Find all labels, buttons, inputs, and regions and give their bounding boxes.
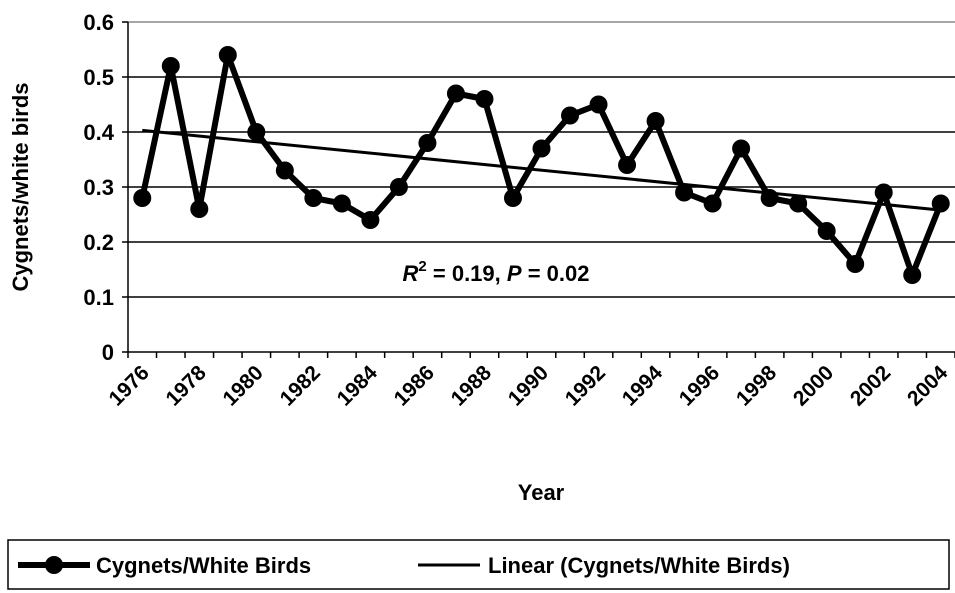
annotation-part: R xyxy=(403,261,419,286)
x-tick-label: 1978 xyxy=(162,361,212,411)
data-point xyxy=(532,139,551,158)
y-tick-label: 0.2 xyxy=(83,230,114,255)
annotation: R2 = 0.19, P = 0.02 xyxy=(403,258,590,286)
annotation-part: P xyxy=(507,261,522,286)
x-tick-label: 2000 xyxy=(789,361,838,410)
data-point xyxy=(789,194,808,213)
legend-swatch xyxy=(45,556,63,574)
y-tick-label: 0.4 xyxy=(83,120,114,145)
y-tick-label: 0.6 xyxy=(83,10,114,35)
data-point xyxy=(589,95,608,114)
data-point xyxy=(247,123,266,141)
data-point xyxy=(304,189,323,207)
x-tick-label: 1982 xyxy=(276,361,325,410)
data-point xyxy=(389,178,408,196)
x-tick-label: 1984 xyxy=(333,361,383,411)
data-point xyxy=(161,57,180,75)
data-point xyxy=(874,183,893,202)
data-point xyxy=(503,189,522,207)
data-point xyxy=(418,134,437,152)
y-axis-title: Cygnets/white birds xyxy=(8,82,33,291)
data-point xyxy=(675,183,694,202)
x-tick-label: 1990 xyxy=(504,361,553,410)
y-tick-label: 0.1 xyxy=(83,285,114,310)
data-point xyxy=(760,189,779,207)
y-tick-label: 0.3 xyxy=(83,175,114,200)
data-point xyxy=(475,90,494,108)
data-point xyxy=(618,156,637,174)
x-tick-label: 1988 xyxy=(447,361,497,411)
annotation-part: = 0.19, xyxy=(427,261,507,286)
data-point xyxy=(133,189,152,207)
data-point xyxy=(332,194,351,213)
x-tick-label: 2004 xyxy=(903,361,953,411)
data-point xyxy=(190,200,209,218)
x-tick-label: 1980 xyxy=(219,361,268,410)
y-tick-label: 0.5 xyxy=(83,65,114,90)
x-axis-title: Year xyxy=(518,480,565,505)
data-point xyxy=(903,266,922,284)
data-point xyxy=(561,106,580,125)
data-point xyxy=(361,211,380,229)
data-point xyxy=(846,255,865,273)
data-point xyxy=(817,222,836,240)
x-tick-label: 1976 xyxy=(104,361,153,410)
data-point xyxy=(646,112,665,130)
trend-line xyxy=(142,128,941,212)
x-tick-label: 1998 xyxy=(732,361,782,411)
data-point xyxy=(703,194,722,213)
data-point xyxy=(931,194,950,213)
x-tick-label: 1986 xyxy=(390,361,439,410)
data-point xyxy=(218,46,237,64)
annotation-part: 2 xyxy=(418,258,426,275)
legend-box xyxy=(7,539,950,590)
y-tick-label: 0 xyxy=(102,340,114,365)
legend-label: Linear (Cygnets/White Birds) xyxy=(488,553,790,578)
annotation-part: = 0.02 xyxy=(522,261,590,286)
x-tick-label: 1992 xyxy=(561,361,610,410)
data-point xyxy=(275,161,294,180)
data-point xyxy=(446,84,465,103)
legend-label: Cygnets/White Birds xyxy=(96,553,311,578)
x-tick-label: 1996 xyxy=(675,361,724,410)
data-point xyxy=(732,139,751,158)
x-tick-label: 1994 xyxy=(618,361,668,411)
x-tick-label: 2002 xyxy=(846,361,895,410)
